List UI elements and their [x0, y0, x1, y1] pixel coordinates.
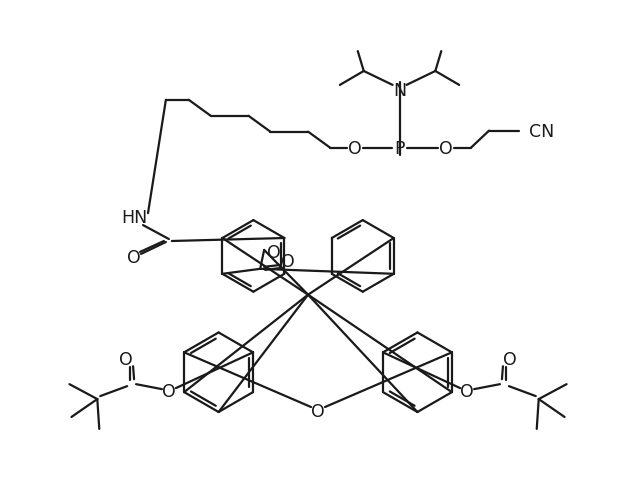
Text: O: O — [119, 350, 133, 369]
Text: P: P — [394, 139, 404, 157]
Text: CN: CN — [529, 122, 554, 140]
Text: O: O — [127, 248, 141, 266]
Text: O: O — [281, 252, 295, 270]
Text: O: O — [162, 383, 176, 400]
Text: O: O — [268, 243, 281, 262]
Text: O: O — [503, 350, 516, 369]
Text: O: O — [460, 383, 474, 400]
Text: O: O — [440, 139, 453, 157]
Text: HN: HN — [121, 209, 147, 227]
Text: O: O — [311, 402, 325, 420]
Text: N: N — [393, 82, 406, 100]
Text: O: O — [348, 139, 362, 157]
